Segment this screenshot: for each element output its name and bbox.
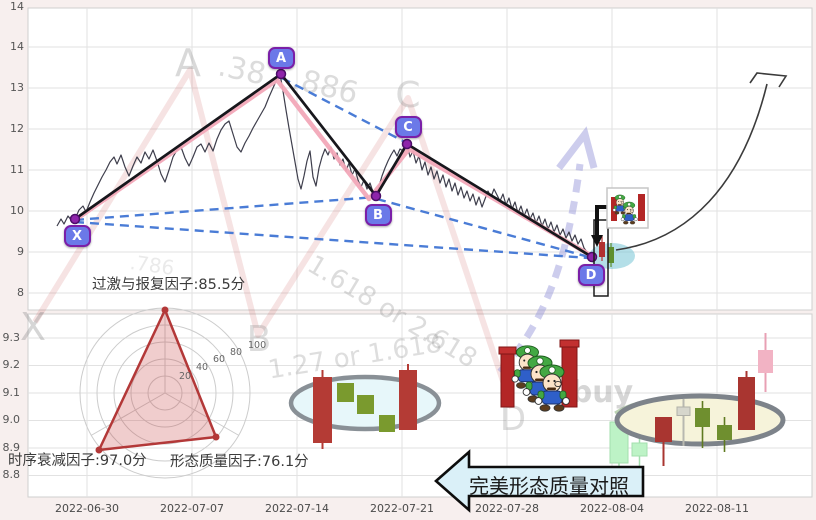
xtick-date-1: 2022-06-30 bbox=[55, 502, 119, 515]
down-arrow bbox=[595, 205, 607, 236]
d-zone-annotation bbox=[591, 187, 649, 297]
ytick-14: 14 bbox=[10, 40, 24, 53]
gridlines bbox=[28, 8, 812, 497]
marker-x bbox=[69, 213, 81, 225]
plot-panels bbox=[27, 7, 813, 498]
xtick-date-5: 2022-07-28 bbox=[475, 502, 539, 515]
ytick-9: 9 bbox=[17, 245, 24, 258]
callout-label: 完美形态质量对照 bbox=[469, 474, 629, 498]
radar-tick-20: 20 bbox=[179, 371, 192, 382]
marker-c bbox=[401, 138, 413, 150]
ratio-guide-lines bbox=[74, 76, 590, 260]
ytick-8-9: 8.9 bbox=[2, 441, 21, 454]
marker-d bbox=[586, 251, 598, 263]
perfect-pattern-illustration bbox=[288, 364, 442, 449]
ytick-11: 11 bbox=[10, 163, 24, 176]
factor-time-decay: 时序衰减因子:97.0分 bbox=[8, 453, 147, 469]
xtick-date-2: 2022-07-07 bbox=[160, 502, 224, 515]
marker-b bbox=[370, 190, 382, 202]
radar-tick-60: 60 bbox=[213, 354, 226, 365]
ytick-10: 10 bbox=[10, 204, 24, 217]
radar-tick-40: 40 bbox=[196, 362, 209, 373]
pattern-point-markers[interactable] bbox=[69, 68, 598, 263]
projection-curve-arrow bbox=[615, 72, 788, 251]
point-label-b[interactable]: B bbox=[364, 204, 392, 226]
ytick-8-8: 8.8 bbox=[2, 468, 21, 481]
ytick-12: 12 bbox=[10, 122, 24, 135]
radar-tick-80: 80 bbox=[230, 347, 243, 358]
watermark-letter-c: C bbox=[395, 75, 420, 116]
radar-tick-100: 100 bbox=[248, 340, 267, 351]
ytick-14: 14 bbox=[10, 0, 24, 13]
ytick-9-3: 9.3 bbox=[2, 331, 21, 344]
point-label-c[interactable]: C bbox=[394, 116, 422, 138]
watermark-letter-x: X bbox=[20, 305, 46, 349]
xtick-date-6: 2022-08-04 bbox=[580, 502, 644, 515]
ytick-9-1: 9.1 bbox=[2, 386, 21, 399]
factor-overreaction: 过激与报复因子:85.5分 bbox=[92, 277, 246, 293]
factor-pattern-quality: 形态质量因子:76.1分 bbox=[170, 454, 309, 470]
watermark-letter-b: B bbox=[247, 319, 272, 360]
perfect-pattern-line bbox=[73, 77, 592, 257]
xtick-date-7: 2022-08-11 bbox=[685, 502, 749, 515]
ytick-9-2: 9.2 bbox=[2, 358, 21, 371]
xtick-date-3: 2022-07-14 bbox=[265, 502, 329, 515]
callout-arrow bbox=[434, 449, 645, 513]
radar-polygon bbox=[97, 308, 218, 452]
watermark-buy-text: buy bbox=[571, 375, 634, 410]
ytick-9-0: 9.0 bbox=[2, 413, 21, 426]
xtick-date-4: 2022-07-21 bbox=[370, 502, 434, 515]
actual-pattern-comparison bbox=[614, 333, 786, 466]
point-label-x[interactable]: X bbox=[63, 225, 91, 247]
watermark-diagram: X A B C D .38 .886 1.618 or 2.618 1.27 o… bbox=[20, 41, 667, 439]
point-label-a[interactable]: A bbox=[267, 47, 295, 69]
watermark-letter-a: A bbox=[175, 41, 201, 85]
ytick-13: 13 bbox=[10, 81, 24, 94]
factor-radar-chart bbox=[79, 306, 251, 479]
mascot-cartoon bbox=[498, 339, 580, 412]
marker-a bbox=[275, 68, 287, 80]
point-label-d[interactable]: D bbox=[577, 264, 605, 286]
ytick-8: 8 bbox=[17, 286, 24, 299]
